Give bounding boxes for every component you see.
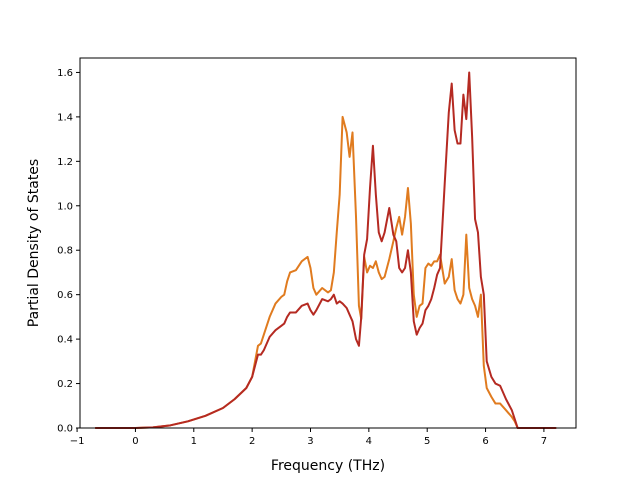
- y-tick-label: 1.6: [57, 68, 73, 79]
- y-tick-label: 0.0: [57, 424, 73, 435]
- y-tick-label: 0.4: [57, 335, 73, 346]
- y-tick-label: 0.2: [57, 379, 73, 390]
- x-tick-label: 7: [541, 436, 547, 447]
- series-line-2: [94, 71, 557, 429]
- x-tick-label: 3: [307, 436, 313, 447]
- x-tick-label: 1: [191, 436, 197, 447]
- y-tick-label: 1.4: [57, 112, 73, 123]
- x-axis-label: Frequency (THz): [271, 458, 385, 474]
- x-tick-label: 5: [424, 436, 430, 447]
- y-tick-label: 1.0: [57, 201, 73, 212]
- x-tick-label: 4: [366, 436, 372, 447]
- x-tick-label: −1: [70, 436, 85, 447]
- y-tick-label: 0.6: [57, 290, 73, 301]
- series-line-1: [94, 115, 557, 429]
- y-tick-label: 0.8: [57, 246, 73, 257]
- y-axis: 0.0 0.2 0.4 0.6 0.8 1.0 1.2 1.4 1.6: [57, 68, 80, 435]
- x-tick-label: 2: [249, 436, 255, 447]
- series-layer: [94, 71, 557, 429]
- y-tick-label: 1.2: [57, 157, 73, 168]
- y-axis-label: Partial Density of States: [26, 159, 42, 327]
- plot-frame: [79, 57, 577, 429]
- x-tick-label: 0: [132, 436, 138, 447]
- x-axis: −1 0 1 2 3 4 5 6 7: [70, 428, 547, 447]
- x-tick-label: 6: [482, 436, 488, 447]
